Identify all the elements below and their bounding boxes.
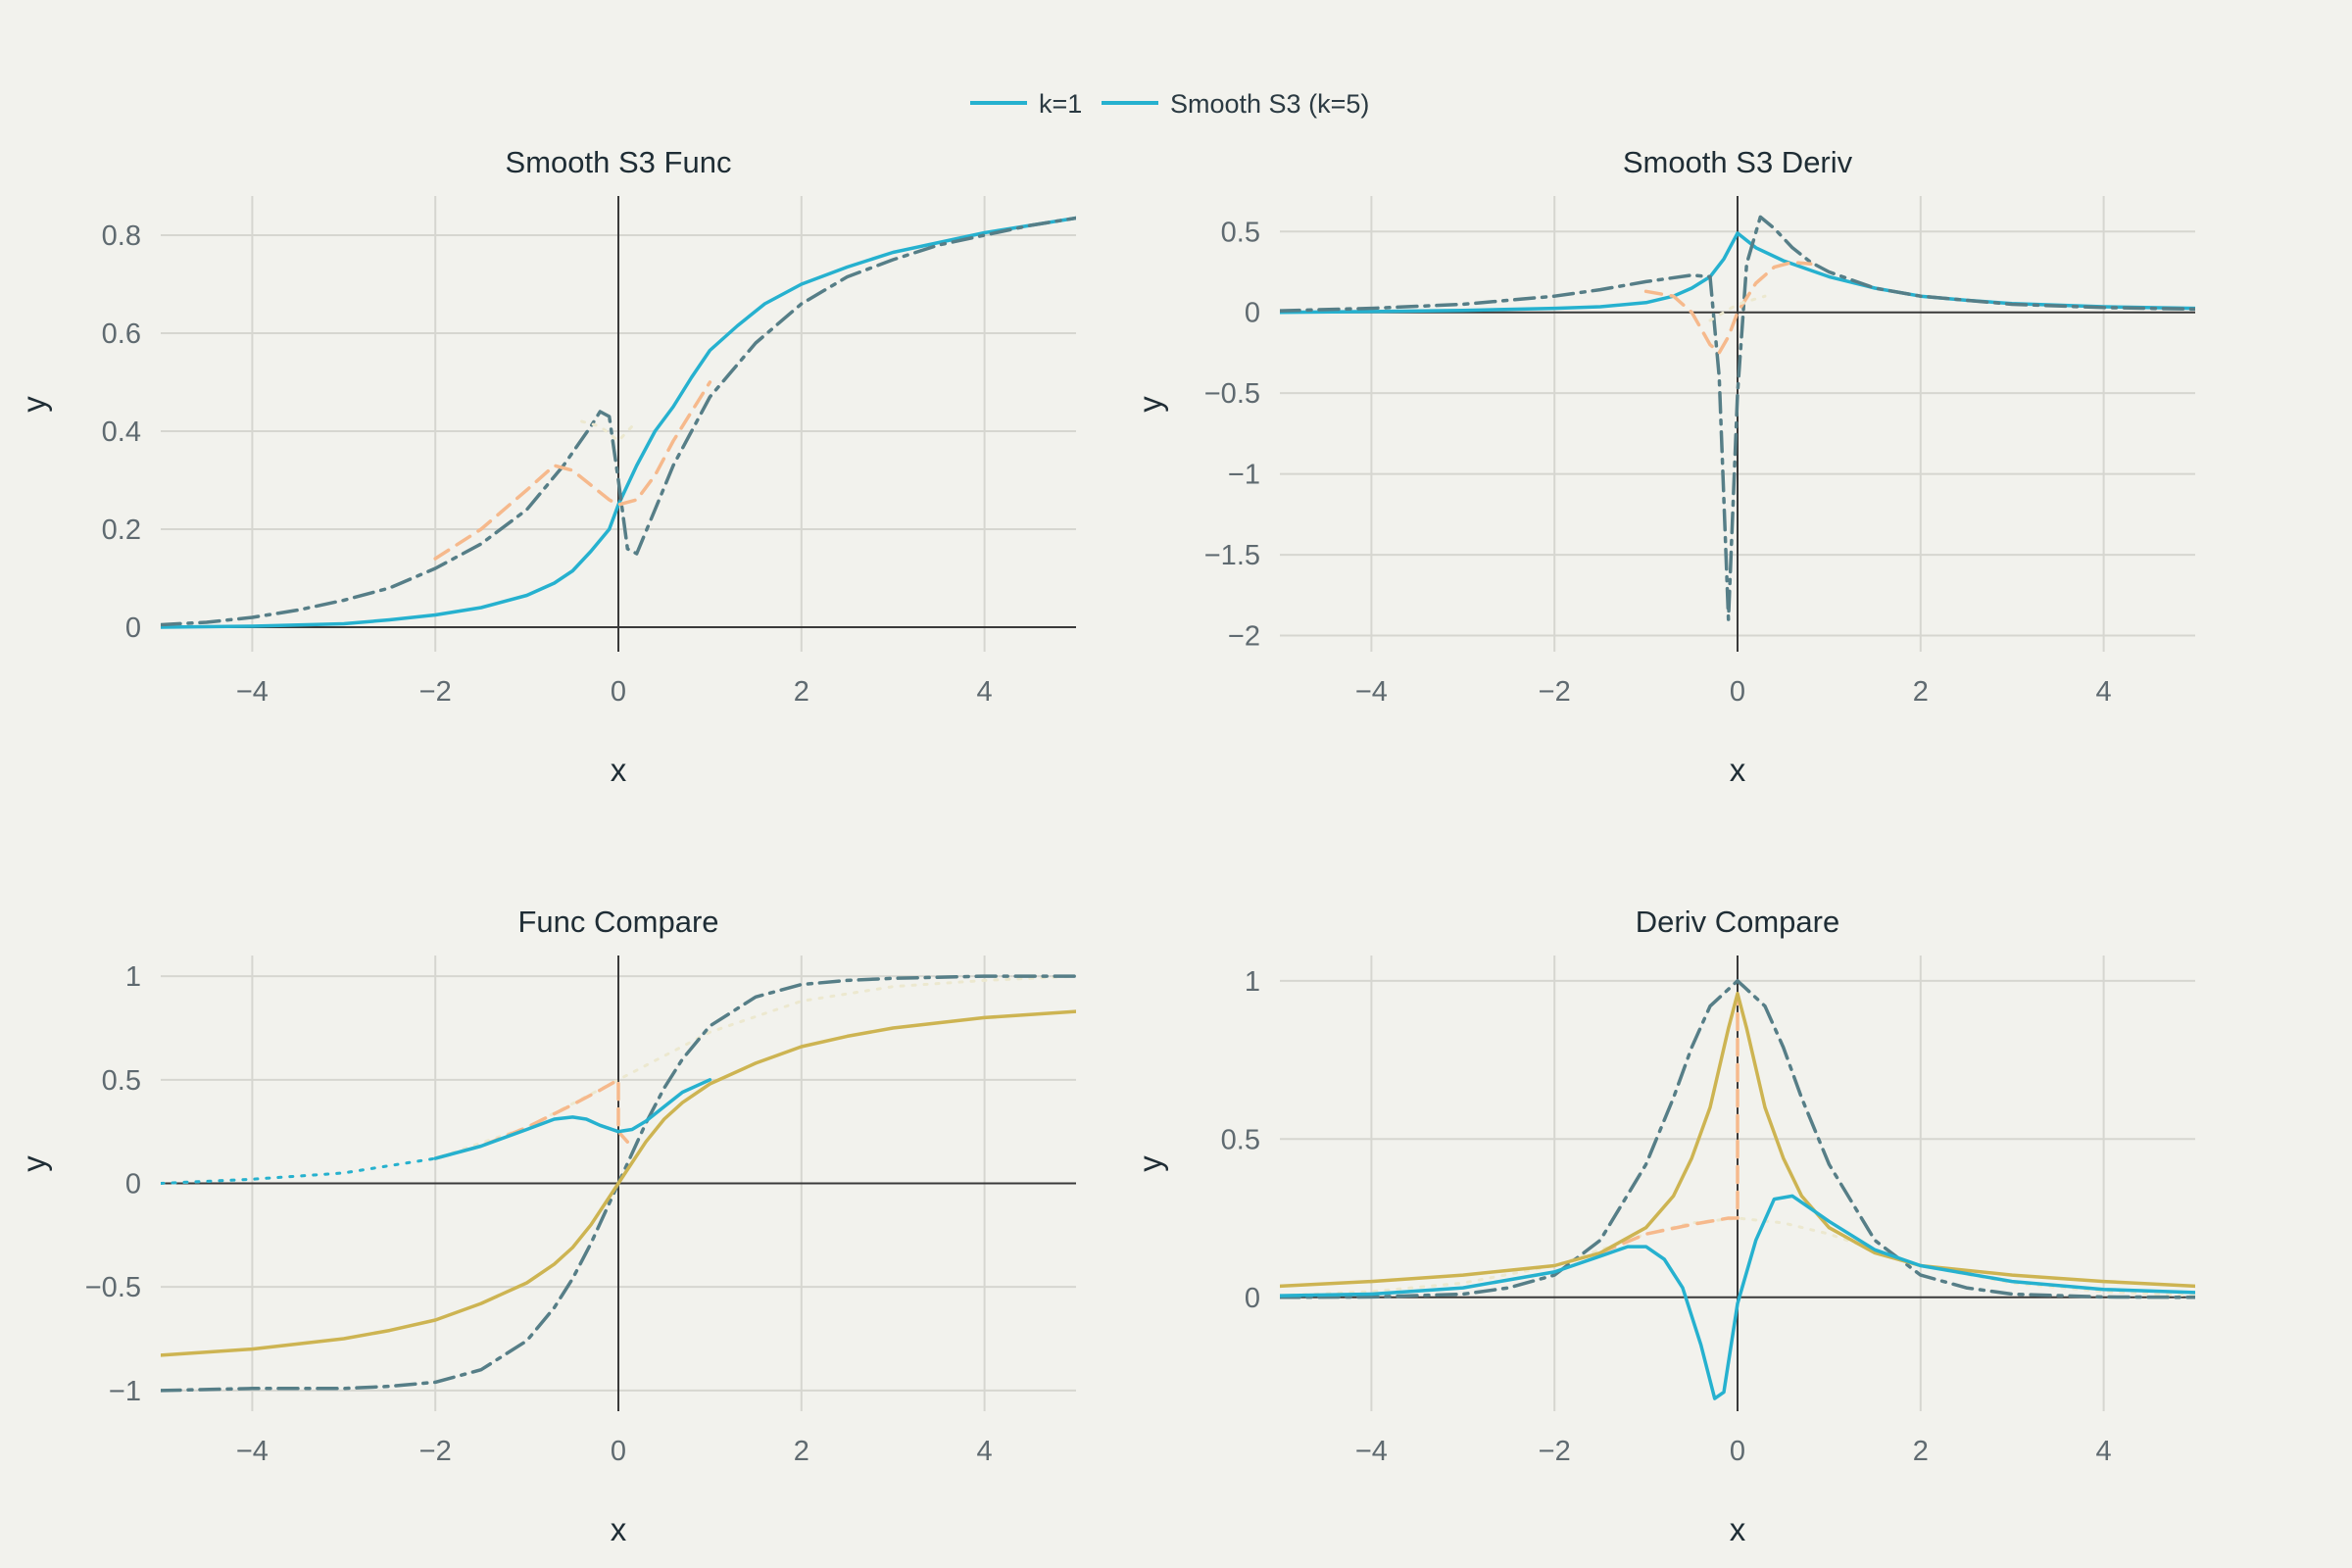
subplot-grid: Smooth S3 Func−4 −2 0 2 400.20.40.60.8xySmoo… (16, 145, 2195, 1547)
y-tick-label: 0 (1245, 1283, 1260, 1314)
y-tick-label: −0.5 (1204, 378, 1260, 410)
x-tick-label: 2 (794, 1436, 809, 1467)
y-tick-label: −1 (1228, 460, 1260, 491)
y-axis-title: y (16, 1155, 52, 1172)
series-line-5 (433, 1078, 712, 1160)
series-line-4 (161, 1009, 1076, 1357)
x-tick-label: 2 (1913, 1436, 1929, 1467)
x-tick-label: −4 (1355, 1436, 1388, 1467)
series-line-2 (1280, 215, 2195, 621)
series-line-2 (161, 216, 1076, 627)
x-tick-label: −2 (1539, 676, 1571, 708)
subplot-3: Func Compare −4 −2 0 2 4 −1 −0.5 0 0.5 1 x y (16, 905, 1076, 1547)
legend-entry[interactable]: Smooth S3 (k=5) (1102, 89, 1369, 119)
subplot-4: Deriv Compare −4 −2 0 2 4 0 0.5 1 x y (1132, 905, 2195, 1547)
y-tick-label: 1 (1245, 966, 1260, 998)
x-tick-label: 0 (1730, 1436, 1745, 1467)
y-tick-label: 0 (125, 1169, 141, 1200)
x-tick-label: −2 (1539, 1436, 1571, 1467)
subplot-title: Smooth S3 Func (506, 145, 732, 179)
x-axis-title: x (611, 752, 627, 788)
series-line-4 (1708, 294, 1767, 322)
x-tick-label: 2 (1913, 676, 1929, 708)
series-line-3 (1643, 260, 1813, 355)
y-tick-label: 0.6 (102, 318, 141, 350)
series-line-1 (1280, 231, 2195, 315)
subplot-title: Deriv Compare (1636, 905, 1839, 939)
x-tick-label: 0 (611, 676, 626, 708)
y-tick-label: 0.5 (1221, 1124, 1260, 1155)
legend: k=1 Smooth S3 (k=5) (970, 89, 1369, 119)
series-line-3 (433, 380, 712, 561)
x-tick-label: 4 (2096, 676, 2112, 708)
y-tick-label: −1.5 (1204, 540, 1260, 571)
x-tick-label: −4 (236, 676, 269, 708)
subplot-2: Smooth S3 Deriv −4 −2 0 2 4 −2 −1.5 −1 −0.5 0 0.5 x y (1132, 145, 2195, 788)
y-tick-label: −0.5 (85, 1272, 141, 1303)
y-tick-label: 0 (1245, 298, 1260, 329)
x-axis-title: x (1730, 1511, 1746, 1547)
subplot-title: Func Compare (517, 905, 718, 939)
y-tick-label: 0.4 (102, 416, 141, 448)
x-tick-label: −2 (419, 1436, 452, 1467)
x-axis-title: x (1730, 752, 1746, 788)
x-tick-label: −2 (419, 676, 452, 708)
x-tick-label: 4 (977, 676, 993, 708)
x-tick-label: 0 (1730, 676, 1745, 708)
y-tick-label: 1 (125, 961, 141, 993)
y-tick-label: −1 (109, 1376, 141, 1407)
series-line-6 (161, 1156, 437, 1185)
x-tick-label: 0 (611, 1436, 626, 1467)
y-tick-label: 0.5 (102, 1065, 141, 1097)
y-tick-label: 0.5 (1221, 217, 1260, 248)
series-line-5 (1280, 1194, 2195, 1400)
y-tick-label: 0.8 (102, 220, 141, 252)
x-tick-label: 4 (977, 1436, 993, 1467)
x-tick-label: 4 (2096, 1436, 2112, 1467)
y-axis-title: y (1132, 1155, 1168, 1172)
legend-label: Smooth S3 (k=5) (1170, 89, 1369, 119)
y-tick-label: −2 (1228, 621, 1260, 653)
legend-entry[interactable]: k=1 (970, 89, 1082, 119)
legend-label: k=1 (1039, 89, 1082, 119)
x-tick-label: −4 (1355, 676, 1388, 708)
subplot-1: Smooth S3 Func −4 −2 0 2 4 0 0.2 0.4 0.6 0.8 x y (16, 145, 1076, 788)
series-line-3 (1280, 979, 2195, 1299)
y-axis-title: y (16, 396, 52, 413)
y-tick-label: 0 (125, 612, 141, 644)
series-line-2 (1598, 995, 1740, 1255)
x-tick-label: 2 (794, 676, 809, 708)
series-line-1 (161, 216, 1076, 629)
y-tick-label: 0.2 (102, 514, 141, 546)
x-axis-title: x (611, 1511, 627, 1547)
x-tick-label: −4 (236, 1436, 269, 1467)
subplot-title: Smooth S3 Deriv (1623, 145, 1853, 179)
y-axis-title: y (1132, 396, 1168, 413)
series-line-2 (433, 1078, 630, 1160)
